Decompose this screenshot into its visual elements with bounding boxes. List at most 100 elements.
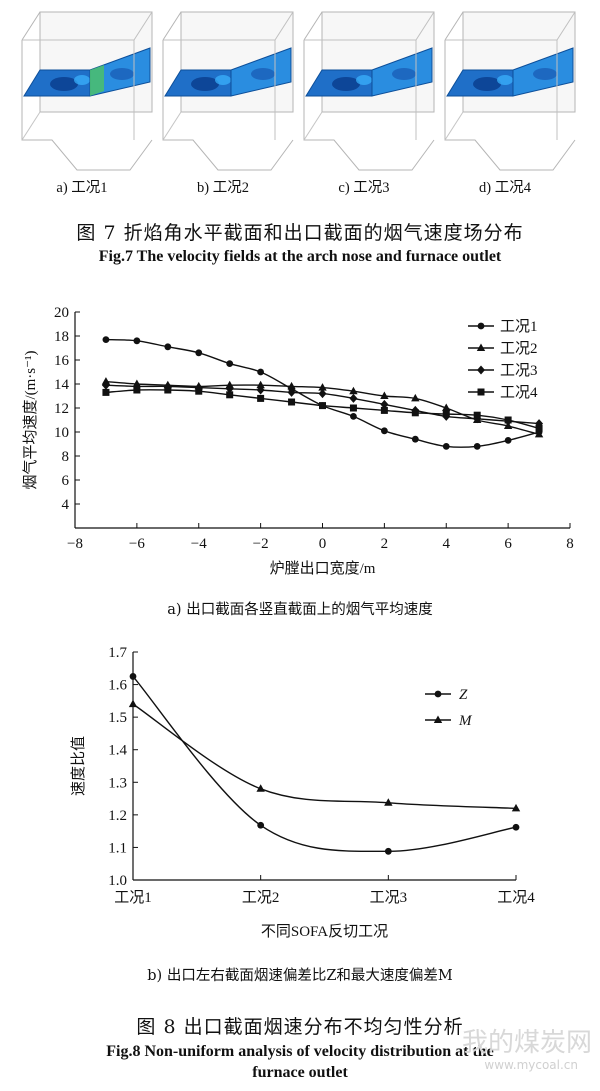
chart-a-point [535, 424, 543, 432]
chart-a-legend-marker [476, 343, 486, 351]
chart-a-point [349, 404, 357, 412]
watermark-url: www.mycoal.cn [484, 1058, 578, 1072]
chart-a-legend-label: 工况3 [500, 362, 538, 379]
fig7-box-edge [303, 111, 323, 141]
chart-a-point [380, 427, 388, 435]
chart-b-point [512, 823, 520, 831]
chart-a-x-tick-label: −2 [253, 536, 269, 552]
chart-a-legend-marker [477, 322, 485, 330]
chart-a-legend-marker [477, 365, 485, 375]
watermark-logo: 我的煤炭网 [461, 1028, 592, 1058]
chart-a-point [133, 386, 141, 394]
chart-b-x-axis-title: 不同SOFA反切工况 [261, 923, 388, 940]
fig7-caption-en: Fig.7 The velocity fields at the arch no… [98, 248, 502, 265]
fig7-box-edge [444, 111, 464, 141]
chart-b-point [257, 821, 265, 829]
fig7-hopper [303, 40, 435, 171]
chart-a-point [102, 388, 110, 396]
chart-a-point [102, 336, 110, 343]
fig7-hopper [444, 40, 576, 171]
chart-a-point [504, 416, 512, 424]
chart-a: 4 6 8 10 12 14 16 18 20 −8 −6 −4 −2 0 2 4 6 8 炉膛出口宽度/m 烟气平均… [22, 305, 574, 577]
chart-b-x-tick-label: 工况3 [370, 889, 408, 906]
chart-a-point [349, 386, 358, 395]
fig7-box-edge [21, 111, 41, 141]
fig7-panel: a) 工况1 [21, 11, 153, 196]
chart-b-point [511, 803, 521, 812]
chart-a-point [534, 429, 544, 438]
chart-a-point [319, 402, 326, 410]
chart-b-x-tick-label: 工况2 [242, 889, 280, 906]
chart-a-point [164, 343, 172, 351]
chart-b-y-tick-label: 1.2 [108, 808, 127, 824]
chart-a-point [442, 410, 450, 418]
chart-a-y-tick-label: 20 [54, 305, 69, 321]
chart-b-series: Z [129, 673, 520, 855]
fig7-velocity-core [473, 77, 501, 91]
chart-b-legend-marker [433, 715, 443, 723]
fig7-panels-svg: a) 工况1 b) 工况2 c) 工况3 d) 工况4 [21, 11, 576, 196]
chart-a-point [411, 409, 419, 417]
chart-a-y-tick-label: 12 [54, 401, 69, 417]
fig7-velocity-core [191, 77, 219, 91]
chart-b-y-tick-label: 1.4 [108, 743, 127, 759]
chart-a-point [257, 368, 265, 376]
chart-a-x-tick-label: −6 [129, 536, 145, 552]
fig7-panel-label: b) 工况2 [197, 179, 249, 196]
chart-a-y-tick-label: 6 [62, 473, 70, 489]
chart-a-point [380, 406, 388, 414]
chart-a-point [226, 391, 234, 399]
chart-a-point [411, 435, 419, 443]
chart-b-point [384, 847, 392, 855]
chart-a-y-tick-label: 14 [54, 377, 70, 393]
chart-b-point [256, 784, 265, 792]
chart-a-y-tick-label: 8 [62, 449, 70, 465]
chart-b-y-tick-label: 1.7 [108, 645, 127, 661]
chart-a-x-tick-label: 0 [319, 536, 327, 552]
fig7-box-edge [162, 111, 182, 141]
chart-b-x-tick-label: 工况4 [497, 889, 535, 906]
chart-b-series-line [132, 703, 517, 810]
chart-b-y-tick-label: 1.0 [108, 873, 127, 889]
chart-a-point [473, 411, 481, 419]
chart-a-point [164, 386, 172, 394]
chart-a-point [195, 387, 203, 395]
chart-a-point [226, 360, 234, 367]
chart-a-point [287, 387, 296, 397]
chart-a-point [350, 413, 357, 420]
chart-b: 1.0 1.1 1.2 1.3 1.4 1.5 1.6 1.7 工况1 工况2 工况3 工况4 不同SO… [70, 645, 535, 940]
chart-a-y-tick-label: 4 [62, 497, 70, 513]
chart-a-y-tick-label: 10 [54, 425, 69, 441]
fig7-box-edge [21, 11, 41, 41]
fig7-velocity-zone [533, 68, 557, 80]
chart-a-point [225, 384, 234, 394]
chart-a-point [256, 385, 265, 395]
chart-a-point [287, 381, 296, 390]
fig7-panels: a) 工况1 b) 工况2 c) 工况3 d) 工况4 [0, 0, 600, 205]
chart-a-point [194, 383, 203, 393]
chart-a-point [442, 443, 450, 450]
chart-a-legend-label: 工况1 [500, 318, 538, 335]
chart-a-x-tick-label: 6 [504, 536, 512, 552]
fig7-velocity-core [50, 77, 78, 91]
chart-a-point [411, 393, 420, 402]
fig7-velocity-zone [215, 75, 231, 85]
chart-b-y-axis-title: 速度比值 [70, 736, 87, 796]
chart-a-x-tick-label: 4 [443, 536, 451, 552]
fig7-box-edge [303, 11, 323, 41]
chart-a-point [380, 391, 389, 399]
fig7-velocity-zone [74, 75, 90, 85]
fig8-caption-en-line2: furnace outlet [252, 1064, 348, 1081]
chart-b-subtitle: b) 出口左右截面烟速偏差比Z和最大速度偏差M [147, 968, 453, 984]
fig7-hopper [21, 40, 153, 171]
chart-a-legend-label: 工况4 [500, 384, 538, 401]
chart-a-x-tick-label: −8 [67, 536, 83, 552]
chart-b-legend-label: Z [459, 687, 468, 703]
fig8-caption-en-line1: Fig.8 Non-uniform analysis of velocity d… [106, 1043, 494, 1060]
fig7-panel: d) 工况4 [444, 11, 576, 196]
chart-b-legend-marker [434, 690, 442, 698]
chart-b-y-tick-label: 1.1 [108, 840, 127, 856]
chart-b-y-tick-label: 1.6 [108, 678, 127, 694]
chart-b-y-tick-label: 1.5 [108, 710, 127, 726]
fig7-panel: c) 工况3 [303, 11, 435, 196]
